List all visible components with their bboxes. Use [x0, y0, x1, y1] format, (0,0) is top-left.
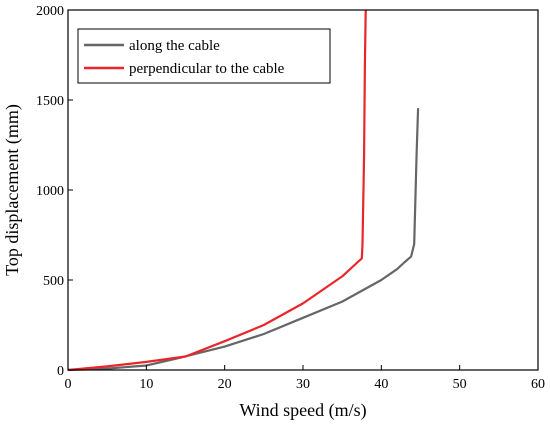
y-axis-title: Top displacement (mm)	[2, 104, 23, 276]
y-axis-ticks: 0 500 1000 1500 2000	[36, 4, 73, 379]
y-tick-label: 1000	[36, 184, 64, 199]
series-line-1	[67, 9, 367, 372]
y-tick-label: 500	[43, 274, 64, 289]
x-tick-label: 50	[453, 377, 467, 392]
x-tick-label: 30	[296, 377, 310, 392]
x-tick-label: 0	[65, 377, 72, 392]
x-tick-label: 40	[374, 377, 388, 392]
x-tick-label: 10	[139, 377, 153, 392]
y-tick-label: 2000	[36, 4, 64, 19]
legend-label-along: along the cable	[129, 38, 220, 54]
y-tick-label: 1500	[36, 94, 64, 109]
x-axis-ticks: 0 10 20 30 40 50 60	[65, 365, 545, 392]
legend-label-perpendicular: perpendicular to the cable	[129, 61, 285, 77]
plot-marks	[67, 9, 420, 372]
legend-box	[77, 28, 331, 84]
series-line-0	[67, 108, 420, 372]
x-axis-title: Wind speed (m/s)	[239, 400, 366, 421]
x-tick-label: 60	[531, 377, 545, 392]
y-tick-label: 0	[57, 364, 64, 379]
legend: along the cable perpendicular to the cab…	[77, 28, 331, 84]
x-tick-label: 20	[218, 377, 232, 392]
